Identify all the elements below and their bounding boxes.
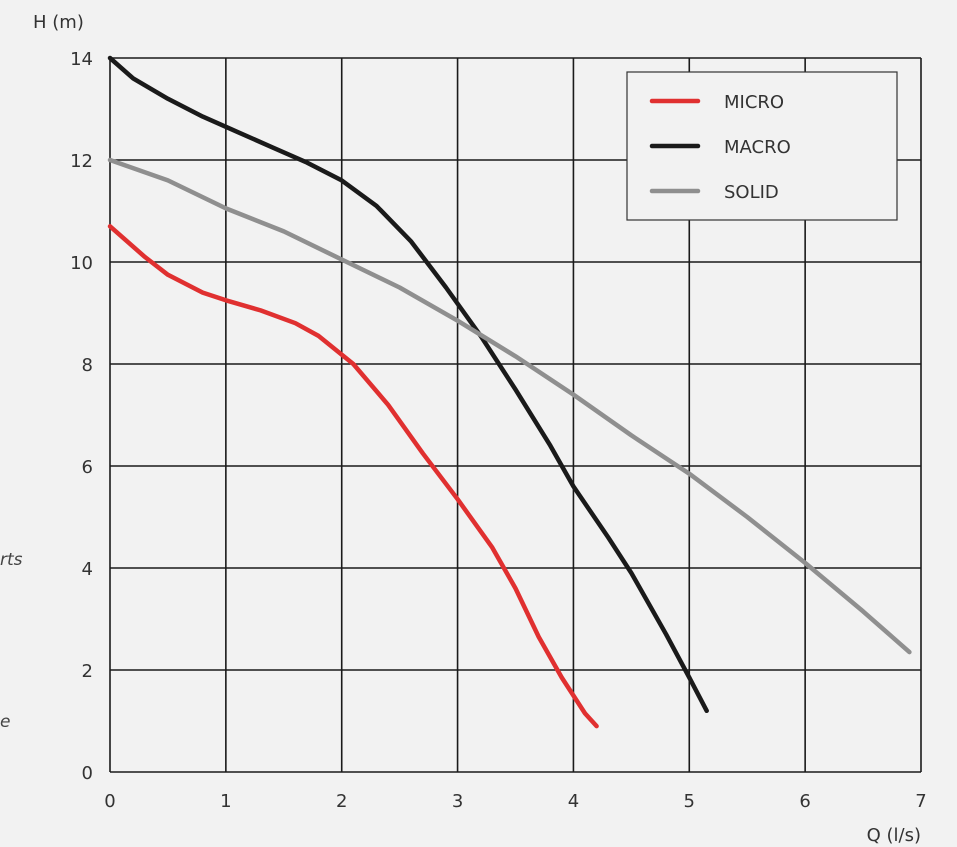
legend-label-micro: MICRO (724, 92, 784, 113)
y-tick-label-12: 12 (70, 151, 93, 172)
x-axis-title: Q (l/s) (867, 825, 921, 846)
series-line-macro (107, 55, 709, 714)
y-tick-label-2: 2 (82, 661, 93, 682)
y-tick-label-0: 0 (82, 763, 93, 784)
cropped-page-text-1: rts (0, 550, 23, 570)
x-tick-label-5: 5 (684, 791, 695, 812)
y-tick-label-14: 14 (70, 49, 93, 70)
x-tick-label-7: 7 (915, 791, 926, 812)
x-tick-label-2: 2 (336, 791, 347, 812)
cropped-page-text-2: e (0, 712, 11, 732)
legend: MICRO MACRO SOLID (626, 71, 898, 221)
x-tick-label-1: 1 (220, 791, 231, 812)
y-tick-label-8: 8 (82, 355, 93, 376)
x-tick-label-3: 3 (452, 791, 463, 812)
y-tick-label-10: 10 (70, 253, 93, 274)
legend-label-macro: MACRO (724, 137, 791, 158)
y-tick-label-6: 6 (82, 457, 93, 478)
series-layer (107, 55, 912, 729)
x-tick-label-0: 0 (104, 791, 115, 812)
series-line-micro (107, 224, 599, 729)
x-tick-label-4: 4 (568, 791, 579, 812)
x-tick-label-6: 6 (799, 791, 810, 812)
y-axis-title: H (m) (33, 12, 84, 33)
legend-label-solid: SOLID (724, 182, 779, 203)
y-tick-label-4: 4 (82, 559, 93, 580)
series-line-solid (107, 157, 912, 655)
